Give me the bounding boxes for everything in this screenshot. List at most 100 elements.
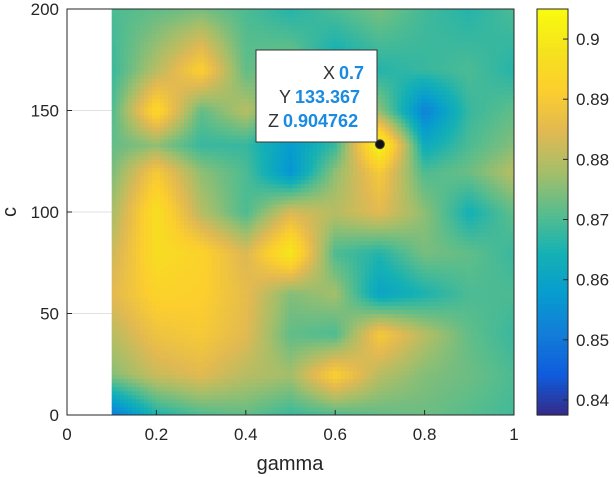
heatmap-cell: [172, 317, 177, 323]
heatmap-cell: [240, 142, 246, 148]
heatmap-cell: [180, 374, 185, 380]
heatmap-cell: [172, 276, 177, 282]
heatmap-cell: [216, 333, 221, 339]
heatmap-cell: [212, 122, 217, 128]
heatmap-cell: [272, 386, 278, 392]
heatmap-surface[interactable]: [111, 9, 515, 416]
heatmap-cell: [184, 402, 189, 408]
heatmap-cell: [224, 65, 229, 71]
heatmap-cell: [304, 175, 310, 181]
heatmap-cell: [147, 98, 153, 103]
heatmap-cell: [139, 65, 145, 71]
heatmap-cell: [135, 386, 141, 392]
heatmap-cell: [220, 82, 225, 87]
heatmap-cell: [159, 122, 165, 128]
heatmap-cell: [200, 362, 205, 367]
heatmap-cell: [127, 33, 133, 39]
heatmap-cell: [172, 57, 177, 63]
heatmap-cell: [216, 102, 221, 108]
heatmap-cell: [216, 86, 221, 91]
heatmap-cell: [111, 341, 117, 347]
heatmap-cell: [212, 272, 217, 278]
heatmap-cell: [260, 167, 266, 172]
heatmap-cell: [164, 220, 169, 225]
heatmap-cell: [236, 410, 242, 415]
heatmap-cell: [135, 366, 141, 371]
heatmap-cell: [176, 382, 181, 388]
heatmap-cell: [147, 220, 153, 225]
heatmap-cell: [111, 199, 117, 205]
heatmap-cell: [232, 82, 238, 87]
heatmap-cell: [172, 33, 177, 39]
heatmap-cell: [276, 13, 282, 18]
heatmap-cell: [168, 98, 173, 103]
heatmap-cell: [168, 25, 173, 30]
heatmap-cell: [159, 33, 165, 39]
heatmap-cell: [119, 366, 125, 371]
heatmap-cell: [208, 203, 213, 209]
heatmap-cell: [164, 57, 169, 63]
heatmap-cell: [236, 224, 242, 229]
heatmap-cell: [196, 325, 201, 331]
heatmap-cell: [135, 159, 141, 164]
heatmap-cell: [304, 37, 310, 43]
heatmap-cell: [135, 118, 141, 124]
heatmap-cell: [212, 45, 217, 51]
heatmap-cell: [172, 305, 177, 311]
heatmap-cell: [216, 53, 221, 59]
heatmap-cell: [111, 301, 117, 306]
heatmap-cell: [184, 37, 189, 43]
heatmap-cell: [196, 203, 201, 209]
heatmap-cell: [288, 220, 294, 225]
heatmap-cell: [268, 374, 274, 380]
heatmap-cell: [240, 309, 246, 315]
heatmap-cell: [147, 281, 153, 286]
heatmap-cell: [143, 410, 149, 415]
heatmap-cell: [212, 366, 217, 371]
heatmap-cell: [296, 171, 302, 177]
heatmap-cell: [164, 183, 169, 189]
heatmap-cell: [147, 268, 153, 274]
heatmap-cell: [208, 118, 213, 124]
heatmap-cell: [151, 333, 157, 339]
heatmap-cell: [196, 313, 201, 319]
heatmap-cell: [272, 313, 278, 319]
heatmap-cell: [248, 272, 254, 278]
heatmap-cell: [119, 394, 125, 400]
heatmap-cell: [264, 293, 270, 298]
heatmap-cell: [172, 345, 177, 351]
heatmap-cell: [147, 276, 153, 282]
heatmap-cell: [155, 142, 161, 148]
heatmap-cell: [123, 45, 129, 51]
heatmap-cell: [115, 199, 121, 205]
heatmap-cell: [127, 293, 133, 298]
heatmap-cell: [308, 155, 314, 160]
heatmap-cell: [192, 33, 197, 39]
heatmap-cell: [172, 366, 177, 371]
heatmap-cell: [220, 390, 225, 396]
heatmap-cell: [159, 61, 165, 67]
heatmap-cell: [260, 29, 266, 34]
heatmap-cell: [252, 78, 258, 83]
heatmap-cell: [147, 57, 153, 63]
heatmap-cell: [264, 45, 270, 51]
heatmap-cell: [268, 321, 274, 327]
heatmap-cell: [143, 236, 149, 242]
heatmap-cell: [176, 25, 181, 30]
heatmap-cell: [204, 333, 209, 339]
heatmap-cell: [164, 240, 169, 246]
heatmap-cell: [276, 9, 282, 14]
heatmap-cell: [159, 106, 165, 112]
heatmap-cell: [236, 366, 242, 371]
heatmap-cell: [248, 98, 254, 103]
heatmap-cell: [180, 337, 185, 343]
heatmap-cell: [292, 297, 298, 302]
heatmap-cell: [131, 159, 137, 164]
heatmap-cell: [119, 37, 125, 43]
heatmap-cell: [208, 191, 213, 197]
heatmap-cell: [143, 49, 149, 55]
heatmap-cell: [143, 33, 149, 39]
heatmap-cell: [248, 281, 254, 286]
heatmap-cell: [228, 65, 233, 71]
heatmap-cell: [216, 378, 221, 384]
